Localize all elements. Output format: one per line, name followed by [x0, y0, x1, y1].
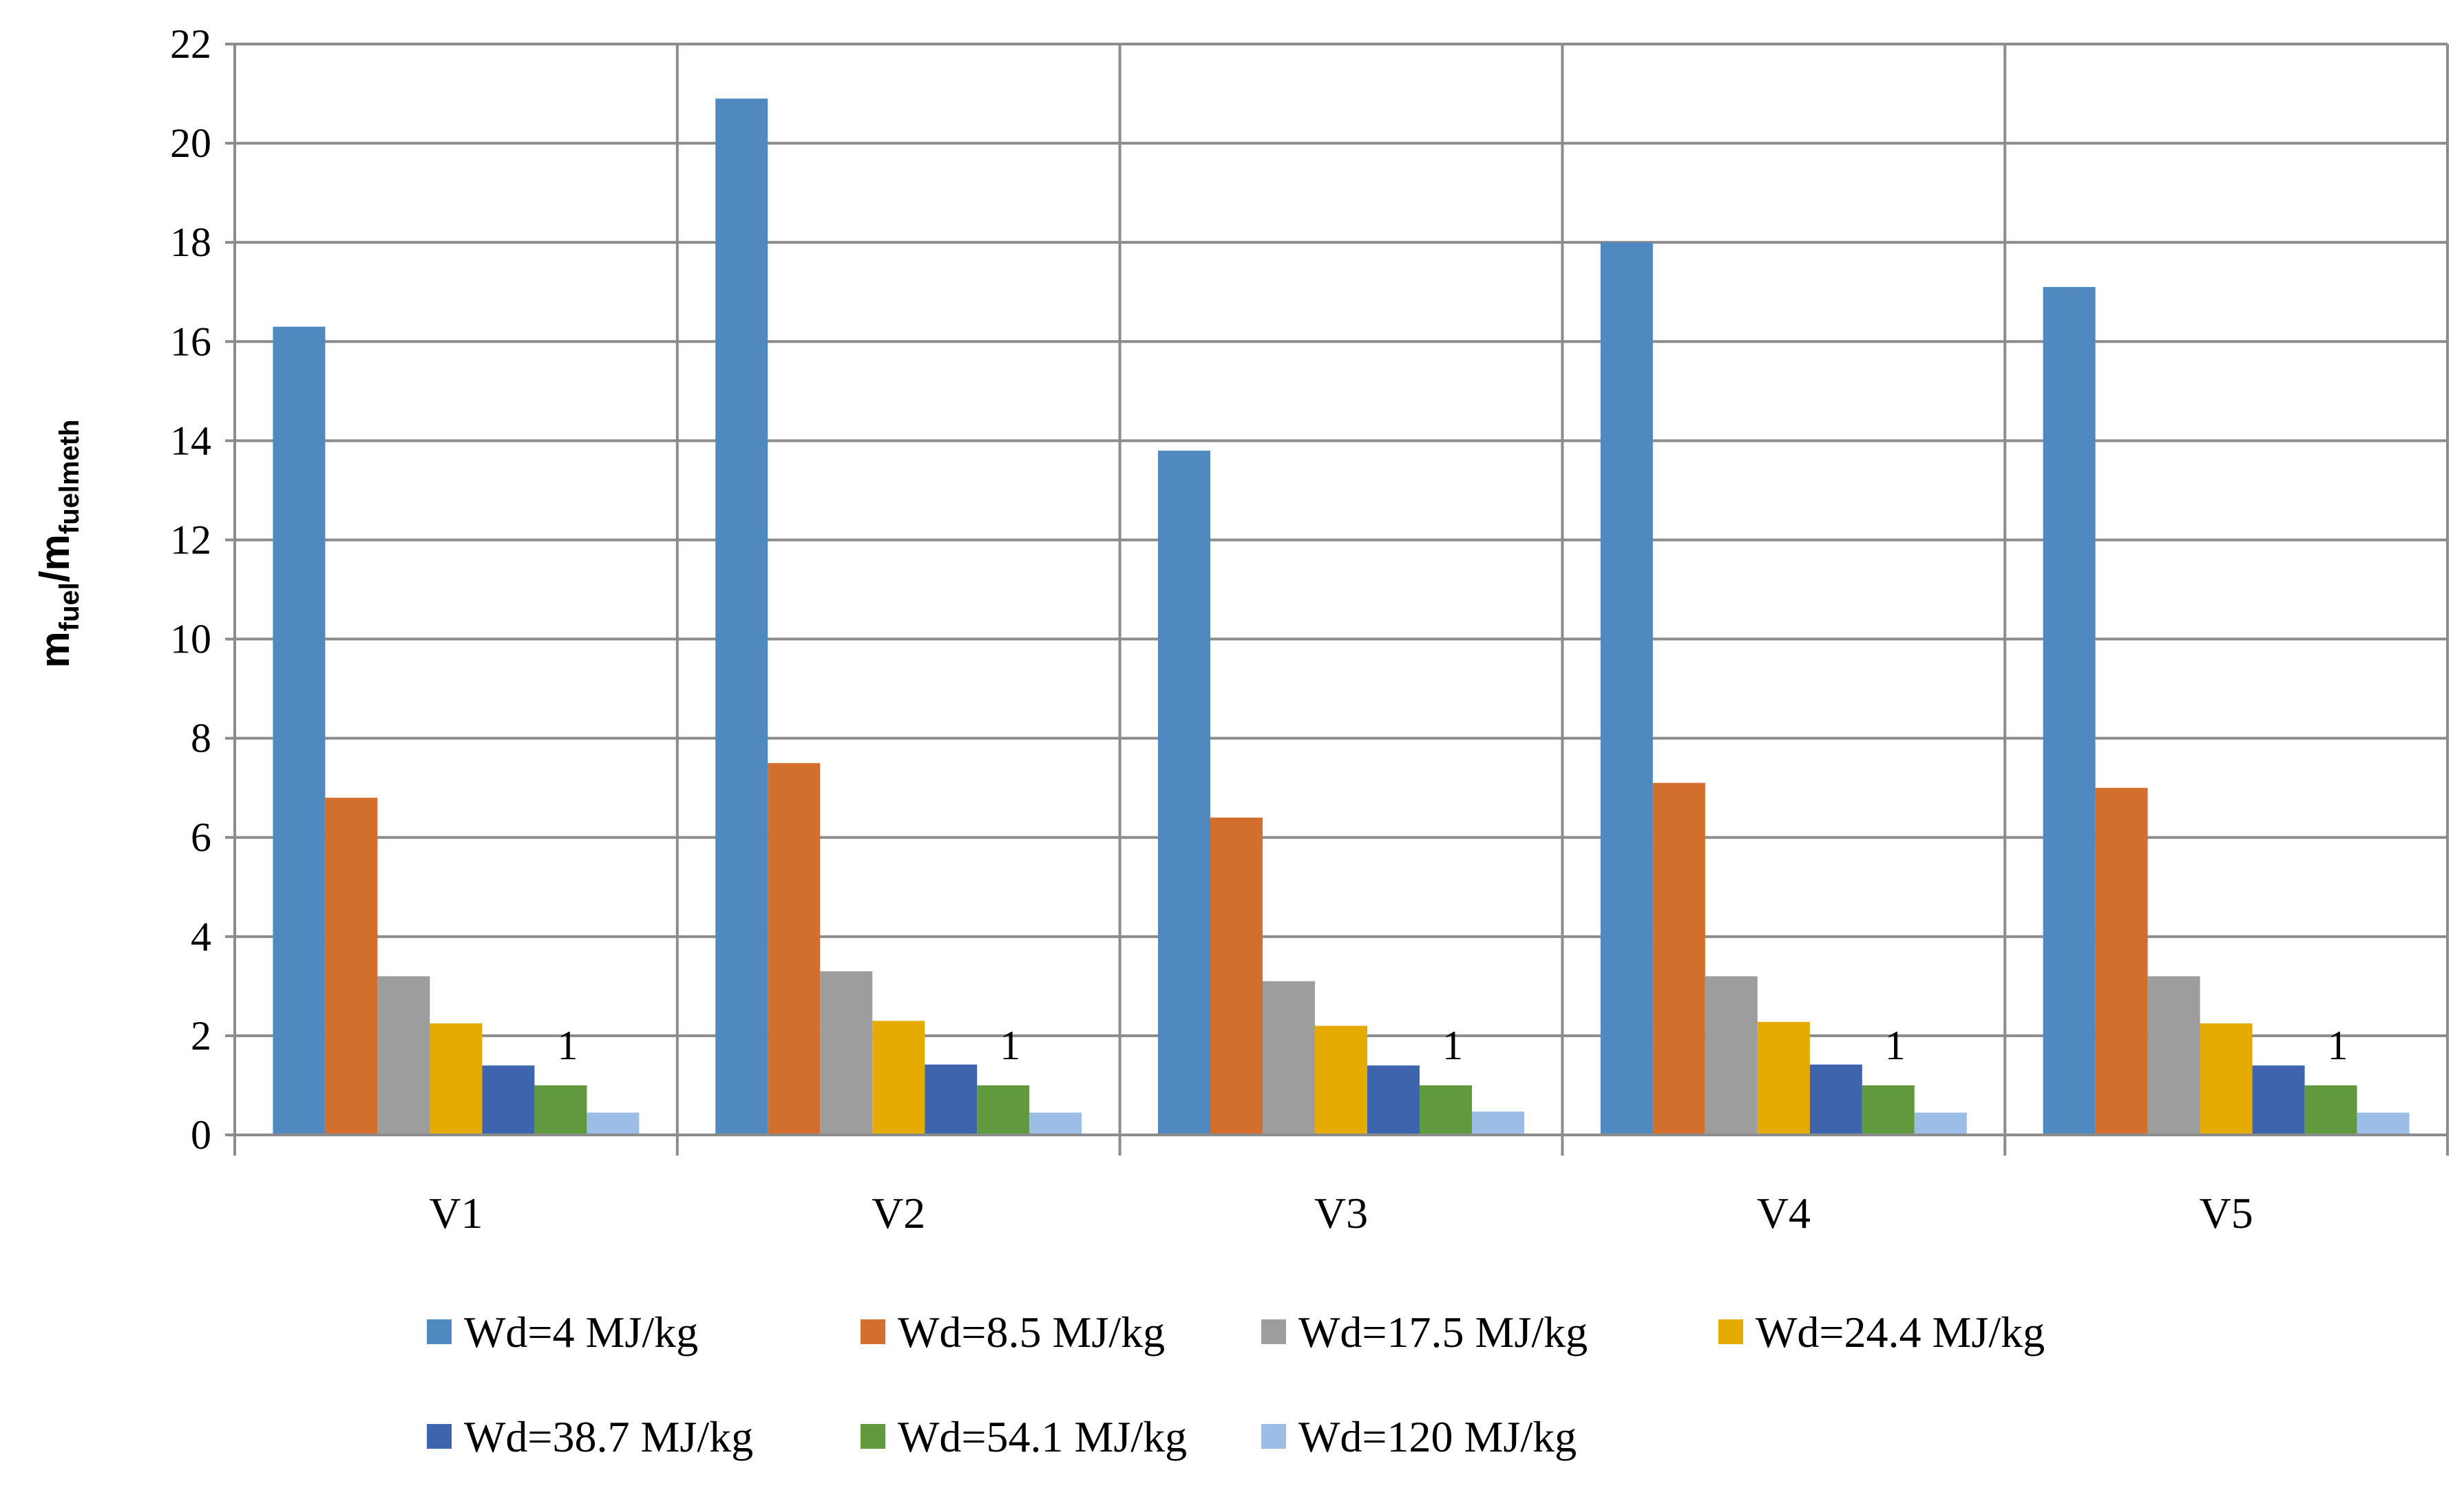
- bar: [1029, 1112, 1082, 1135]
- bar: [2252, 1065, 2305, 1135]
- bar: [2147, 976, 2200, 1135]
- y-tick-label: 12: [170, 517, 211, 562]
- legend-label: Wd=17.5 MJ/kg: [1298, 1308, 1588, 1357]
- bar: [482, 1065, 535, 1135]
- bar: [430, 1023, 483, 1135]
- legend-label: Wd=54.1 MJ/kg: [898, 1412, 1187, 1461]
- bar: [325, 798, 378, 1135]
- bar: [1367, 1065, 1420, 1135]
- legend-label: Wd=24.4 MJ/kg: [1756, 1308, 2045, 1357]
- bar: [1914, 1112, 1967, 1135]
- bar: [1472, 1112, 1524, 1135]
- y-axis-label-main: m: [32, 631, 78, 668]
- legend-swatch: [1261, 1424, 1286, 1449]
- bar: [820, 971, 873, 1135]
- legend-item: Wd=24.4 MJ/kg: [1718, 1308, 2045, 1357]
- axes: [225, 43, 2449, 1156]
- x-tick-label: V1: [429, 1189, 483, 1237]
- data-label: 1: [1000, 1023, 1020, 1068]
- y-tick-label: 0: [191, 1112, 211, 1158]
- y-tick-label: 2: [191, 1013, 211, 1059]
- legend-swatch: [861, 1319, 885, 1344]
- legend-item: Wd=8.5 MJ/kg: [861, 1308, 1165, 1357]
- legend-swatch: [1718, 1319, 1743, 1344]
- bar: [925, 1064, 978, 1135]
- y-tick-labels: 0 2 4 6 8 10 12 14 16 18 20 22: [170, 21, 211, 1158]
- y-tick-label: 22: [170, 21, 211, 67]
- bar: [377, 976, 430, 1135]
- legend-item: Wd=4 MJ/kg: [427, 1308, 698, 1357]
- bar: [2043, 287, 2096, 1136]
- bar: [1652, 783, 1705, 1135]
- x-tick-label: V3: [1314, 1189, 1368, 1237]
- y-axis-label-sub2: fuelmeth: [54, 419, 85, 534]
- legend-swatch: [427, 1319, 452, 1344]
- bar: [1210, 817, 1263, 1135]
- bar: [872, 1021, 925, 1135]
- legend-swatch: [1261, 1319, 1286, 1344]
- legend-label: Wd=38.7 MJ/kg: [464, 1412, 753, 1461]
- legend-item: Wd=17.5 MJ/kg: [1261, 1308, 1588, 1357]
- y-axis-label: mfuel/mfuelmeth: [32, 419, 85, 668]
- bar: [2095, 787, 2148, 1135]
- bar: [1600, 242, 1653, 1135]
- y-tick-label: 8: [191, 716, 211, 761]
- legend-swatch: [427, 1424, 452, 1449]
- legend-swatch: [861, 1424, 885, 1449]
- y-tick-label: 20: [170, 120, 211, 166]
- data-label: 1: [2328, 1023, 2348, 1068]
- bar: [534, 1085, 587, 1135]
- bar: [715, 98, 768, 1135]
- data-label: 1: [1885, 1023, 1906, 1068]
- legend-label: Wd=8.5 MJ/kg: [898, 1308, 1165, 1357]
- y-tick-label: 6: [191, 815, 211, 860]
- bar: [977, 1085, 1030, 1135]
- legend: Wd=4 MJ/kg Wd=8.5 MJ/kg Wd=17.5 MJ/kg Wd=24…: [427, 1308, 2045, 1461]
- bar: [1420, 1085, 1472, 1135]
- bar: [2200, 1023, 2253, 1135]
- data-label: 1: [1442, 1023, 1463, 1068]
- bar: [1263, 981, 1315, 1135]
- x-tick-label: V2: [872, 1189, 925, 1237]
- x-tick-label: V5: [2199, 1189, 2253, 1237]
- bar: [273, 326, 326, 1136]
- legend-label: Wd=120 MJ/kg: [1298, 1412, 1577, 1461]
- y-tick-label: 10: [170, 617, 211, 662]
- gridlines: [233, 43, 2449, 1135]
- bar: [1705, 976, 1758, 1135]
- bar: [1809, 1064, 1862, 1135]
- y-tick-label: 14: [170, 418, 211, 463]
- data-labels: 1 1 1 1 1: [557, 1023, 2348, 1068]
- legend-item: Wd=120 MJ/kg: [1261, 1412, 1577, 1461]
- bar: [587, 1112, 640, 1135]
- bar: [1862, 1085, 1915, 1135]
- y-tick-label: 16: [170, 319, 211, 364]
- y-tick-label: 4: [191, 914, 211, 959]
- bar: [2357, 1112, 2410, 1135]
- legend-label: Wd=4 MJ/kg: [464, 1308, 698, 1357]
- legend-item: Wd=38.7 MJ/kg: [427, 1412, 753, 1461]
- y-tick-label: 18: [170, 220, 211, 265]
- x-tick-labels: V1 V2 V3 V4 V5: [429, 1189, 2253, 1237]
- bar: [1757, 1021, 1810, 1135]
- y-axis-label-sep: /m: [32, 534, 78, 582]
- bars: [273, 98, 2410, 1136]
- data-label: 1: [557, 1023, 578, 1068]
- bar: [768, 763, 821, 1135]
- bar: [1315, 1025, 1367, 1135]
- bar: [1158, 450, 1210, 1135]
- bar: [2304, 1085, 2357, 1135]
- x-tick-label: V4: [1757, 1189, 1811, 1237]
- y-axis-label-sub1: fuel: [54, 582, 85, 631]
- legend-item: Wd=54.1 MJ/kg: [861, 1412, 1187, 1461]
